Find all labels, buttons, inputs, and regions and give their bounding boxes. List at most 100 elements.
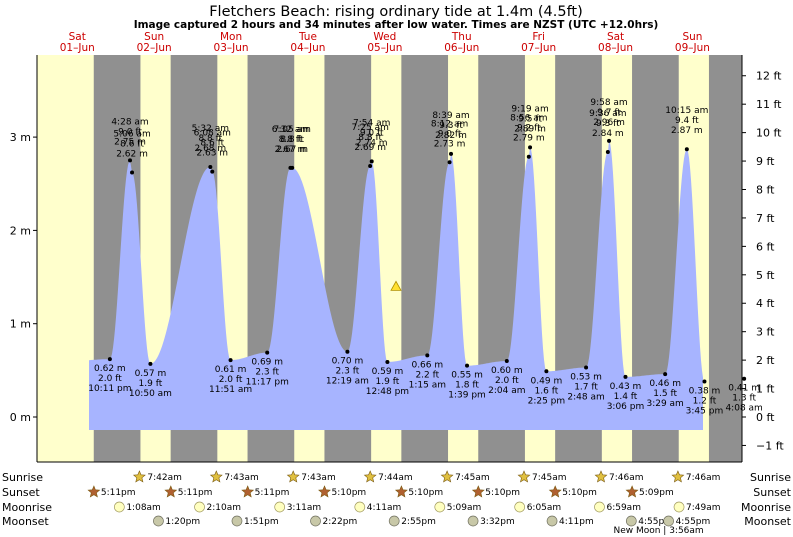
low-tide-metres: 0.49 m (531, 376, 563, 386)
low-tide-time: 3:06 pm (607, 402, 645, 412)
right-tick-label: −1 ft (756, 439, 784, 452)
moonset-time: 3:32pm (480, 517, 515, 527)
sunrise-time: 7:45am (455, 473, 490, 483)
moonrise-icon (434, 501, 446, 513)
right-tick-label: 11 ft (756, 98, 782, 111)
high-tide-feet: 9.7 ft (597, 108, 621, 118)
low-tide-point (385, 359, 390, 364)
sunrise-star (594, 470, 608, 483)
high-tide-time: 5:06 am (113, 130, 150, 140)
row-label-right: Sunset (753, 486, 791, 499)
low-tide-feet: 1.2 ft (693, 397, 717, 407)
high-tide-time: 9:36 am (589, 109, 626, 119)
day-name: Wed (373, 31, 396, 43)
high-tide-point (684, 147, 689, 152)
moonset-icon (467, 515, 479, 527)
moonrise-icon (354, 501, 366, 513)
low-tide-feet: 2.3 ft (255, 368, 279, 378)
high-tide-time: 7:25 am (351, 123, 388, 133)
right-tick-label: 12 ft (756, 70, 782, 83)
sunrise-time: 7:42am (147, 473, 182, 483)
high-tide-feet: 8.8 ft (279, 135, 303, 145)
day-date: 03–Jun (214, 42, 249, 54)
low-tide-point (425, 353, 430, 358)
day-date: 09–Jun (675, 42, 710, 54)
moonrise-time: 6:05am (527, 503, 562, 513)
high-tide-time: 7:05 am (274, 125, 311, 135)
high-tide-metres: 2.63 m (196, 149, 228, 159)
low-tide-metres: 0.62 m (94, 364, 126, 374)
low-tide-metres: 0.57 m (135, 369, 167, 379)
sunrise-time: 7:46am (686, 473, 721, 483)
day-date: 02–Jun (137, 42, 172, 54)
right-tick-label: 9 ft (756, 155, 775, 168)
high-tide-metres: 2.69 m (354, 143, 386, 153)
right-tick-label: 1 ft (756, 383, 775, 396)
low-tide-point (465, 363, 470, 368)
moonrise-icon (514, 501, 526, 513)
sunrise-time: 7:46am (609, 473, 644, 483)
high-tide-metres: 2.67 m (275, 145, 307, 155)
high-tide-metres: 2.82 m (435, 131, 467, 141)
low-tide-point (663, 372, 668, 377)
day-name: Thu (451, 31, 472, 43)
high-tide-point (526, 154, 531, 159)
sunrise-star (363, 470, 377, 483)
moonset-time: 4:55pm (638, 517, 673, 527)
day-date: 07–Jun (521, 42, 556, 54)
high-tide-time: 9:58 am (590, 98, 627, 108)
low-tide-point (742, 376, 747, 381)
high-tide-metres: 2.87 m (671, 126, 703, 136)
high-tide-point (208, 164, 213, 169)
low-tide-time: 3:45 pm (686, 407, 724, 417)
high-tide-feet: 9.0 ft (118, 127, 142, 137)
high-tide-time: 5:32 am (192, 124, 229, 134)
moonset-time: 2:55pm (401, 517, 436, 527)
high-tide-feet: 9.0 ft (438, 129, 462, 139)
low-tide-metres: 0.69 m (251, 358, 283, 368)
moonset-icon (231, 515, 243, 527)
low-tide-point (504, 359, 509, 364)
high-tide-point (130, 170, 135, 175)
row-label-left: Moonset (2, 515, 49, 528)
low-tide-point (345, 349, 350, 354)
low-tide-time: 10:11 pm (88, 384, 131, 394)
sunset-time: 5:09pm (639, 488, 674, 498)
sunset-time: 5:10pm (562, 488, 597, 498)
low-tide-feet: 2.3 ft (336, 367, 360, 377)
high-tide-point (128, 158, 133, 163)
sun-moon-events: Sunrise Sunrise Sunset Sunset Moonrise Moonri… (2, 470, 792, 536)
moonset-time-last: 4:55pm (676, 517, 711, 527)
low-tide-metres: 0.55 m (451, 371, 483, 381)
current-level-marker (390, 280, 402, 291)
day-name: Sat (69, 31, 86, 43)
high-tide-feet: 9.3 ft (596, 119, 620, 129)
sunset-star (164, 485, 178, 498)
moonrise-time: 4:11am (367, 503, 402, 513)
high-tide-feet: 9.3 ft (439, 121, 463, 131)
sunset-time: 5:10pm (332, 488, 367, 498)
left-tick-label: 1 m (10, 318, 31, 331)
high-tide-time: 6:32 am (272, 125, 309, 135)
sunset-time: 5:10pm (485, 488, 520, 498)
right-tick-label: 8 ft (756, 183, 775, 196)
right-tick-label: 4 ft (756, 297, 775, 310)
low-tide-feet: 2.0 ft (98, 374, 122, 384)
high-tide-time: 8:56 am (510, 114, 547, 124)
low-tide-metres: 0.53 m (570, 373, 602, 383)
low-tide-time: 10:50 am (129, 389, 172, 399)
high-tide-feet: 8.8 ft (198, 134, 222, 144)
right-tick-label: 3 ft (756, 326, 775, 339)
moonset-time: 2:22pm (323, 517, 358, 527)
low-tide-metres: 0.66 m (411, 360, 443, 370)
moonset-time: 1:20pm (165, 517, 200, 527)
low-tide-metres: 0.60 m (491, 366, 523, 376)
low-tide-time: 1:15 am (409, 380, 446, 390)
row-label-right: Moonrise (741, 501, 791, 514)
high-tide-feet: 9.5 ft (518, 114, 542, 124)
high-tide-point (607, 138, 612, 143)
moonrise-icon (194, 501, 205, 513)
moonset-icon (388, 515, 400, 527)
